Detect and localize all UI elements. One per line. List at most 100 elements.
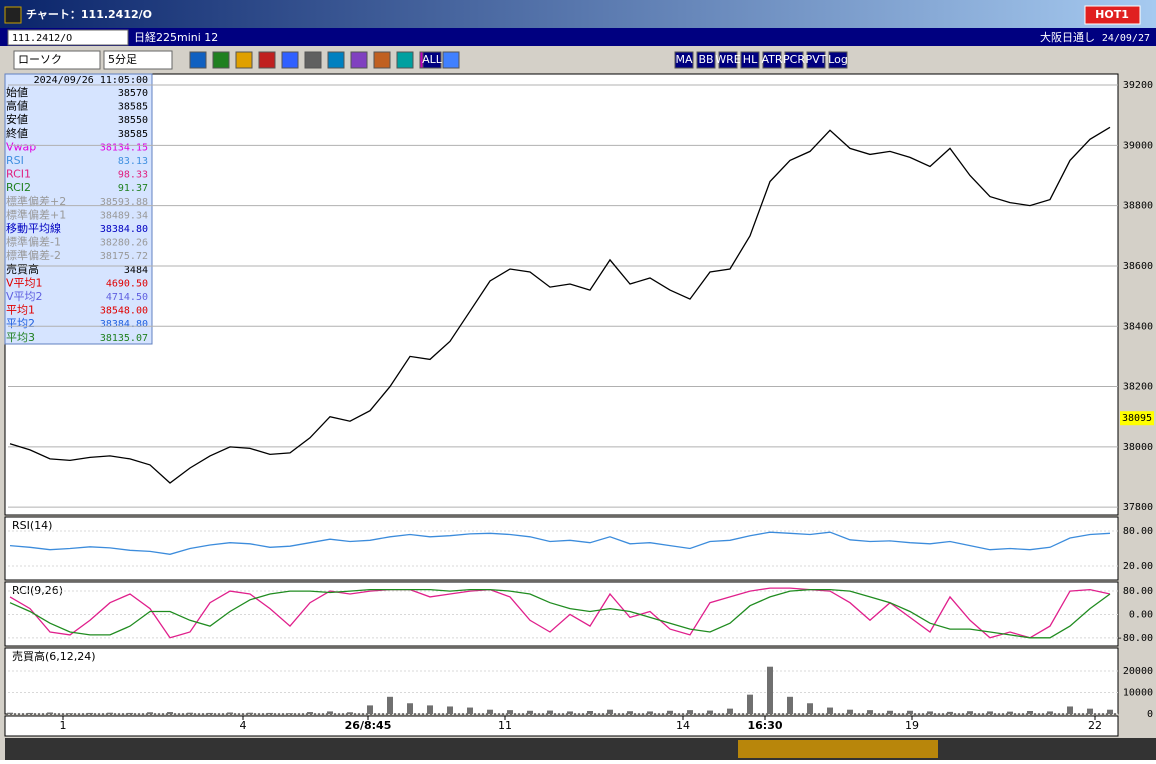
volume-bar	[747, 694, 753, 714]
tool-icon[interactable]	[212, 51, 230, 69]
tool-button[interactable]	[828, 51, 848, 69]
volume-bar	[327, 711, 333, 714]
info-value: 38489.34	[100, 210, 148, 221]
symbol-box[interactable]	[7, 29, 129, 46]
volume-bar	[1067, 706, 1073, 714]
info-value: 3484	[124, 265, 148, 276]
tool-button-label[interactable]: Log	[828, 53, 848, 66]
scroll-bar[interactable]	[5, 738, 1156, 760]
last-price: 38095	[1122, 413, 1152, 424]
x-tick-label: 22	[1088, 719, 1102, 732]
volume-bar	[1007, 711, 1013, 714]
rsi-panel	[4, 516, 1119, 581]
y-tick-label: 39000	[1123, 140, 1153, 151]
volume-bar	[687, 710, 693, 714]
interval-select[interactable]	[103, 50, 173, 70]
app-icon	[4, 6, 22, 24]
x-tick-label: 26/8:45	[345, 719, 392, 732]
volume-bar	[1087, 708, 1093, 714]
y-tick-label: 0	[1147, 709, 1153, 720]
volume-bar	[27, 712, 33, 714]
tool-icon[interactable]	[350, 51, 368, 69]
info-label: 移動平均線	[6, 221, 61, 235]
panel-title: RCI(9,26)	[12, 584, 63, 597]
y-tick-label: 38000	[1123, 442, 1153, 453]
tool-button[interactable]	[740, 51, 760, 69]
info-value: 38585	[118, 102, 148, 113]
info-value: 38585	[118, 129, 148, 140]
y-tick-label: 39200	[1123, 80, 1153, 91]
tool-button[interactable]	[718, 51, 738, 69]
session: 大阪日通し	[1040, 30, 1095, 44]
tool-icon[interactable]	[396, 51, 414, 69]
series-line	[9, 531, 1111, 555]
tool-icon[interactable]	[442, 51, 460, 69]
tool-button[interactable]	[674, 51, 694, 69]
volume-bar	[367, 705, 373, 714]
tool-icon[interactable]	[373, 51, 391, 69]
info-label: Vwap	[6, 140, 36, 153]
tool-button[interactable]	[422, 51, 442, 69]
interval[interactable]: 5分足	[108, 53, 137, 66]
hot-label[interactable]: HOT1	[1095, 8, 1129, 21]
volume-bar	[1107, 709, 1113, 714]
volume-bar	[707, 710, 713, 714]
info-label: 平均2	[6, 317, 35, 330]
info-value: 91.37	[118, 183, 148, 194]
volume-bar	[867, 710, 873, 714]
tool-icon[interactable]	[189, 51, 207, 69]
series-line	[9, 588, 1111, 639]
tool-button-label[interactable]: PCR	[783, 53, 805, 66]
y-tick-label: 80.00	[1123, 586, 1153, 597]
tool-button[interactable]	[784, 51, 804, 69]
info-label: 標準偏差+1	[6, 207, 66, 221]
chart-kind-select[interactable]	[13, 50, 101, 70]
volume-bar	[107, 712, 113, 714]
tool-button[interactable]	[696, 51, 716, 69]
scroll-thumb[interactable]	[738, 740, 938, 758]
tool-button[interactable]	[762, 51, 782, 69]
hot-button[interactable]	[1084, 5, 1141, 25]
info-label: RCI2	[6, 181, 31, 194]
info-value: 38550	[118, 115, 148, 126]
volume-bar	[607, 709, 613, 714]
y-tick-label: 38800	[1123, 201, 1153, 212]
tool-icon[interactable]	[258, 51, 276, 69]
volume-bar	[587, 710, 593, 714]
x-axis-panel	[4, 715, 1119, 737]
y-tick-label: 80.00	[1123, 526, 1153, 537]
info-label: V平均1	[6, 276, 43, 289]
tool-button-label[interactable]: HL	[743, 53, 758, 66]
y-tick-label: 0.00	[1129, 609, 1153, 620]
tool-button-label[interactable]: WRE	[715, 53, 741, 66]
volume-bar	[467, 707, 473, 714]
tool-icon[interactable]	[281, 51, 299, 69]
info-label: RSI	[6, 154, 24, 167]
tool-button-label[interactable]: ALL	[422, 53, 443, 66]
volume-bar	[667, 710, 673, 714]
tool-button-label[interactable]: ATR	[761, 53, 782, 66]
volume-bar	[87, 712, 93, 714]
info-value: 4714.50	[106, 292, 148, 303]
info-label: 標準偏差-1	[6, 235, 61, 249]
tool-button[interactable]	[806, 51, 826, 69]
volume-bar	[807, 703, 813, 714]
volume-bar	[987, 711, 993, 714]
volume-bar	[7, 712, 13, 714]
tool-button-label[interactable]: BB	[698, 53, 713, 66]
chart-kind[interactable]: ローソク	[18, 53, 62, 66]
symbol-code[interactable]: 111.2412/O	[12, 33, 72, 44]
tool-button-label[interactable]: PVT	[806, 53, 827, 66]
volume-bar	[1027, 710, 1033, 714]
window-title: チャート：111.2412/O	[26, 8, 152, 21]
volume-bar	[487, 709, 493, 714]
tool-icon[interactable]	[304, 51, 322, 69]
series-line	[9, 587, 1111, 639]
tool-button-label[interactable]: MA	[675, 53, 692, 66]
tool-icon[interactable]	[327, 51, 345, 69]
volume-bar	[247, 712, 253, 714]
tool-icon[interactable]	[235, 51, 253, 69]
info-label: 平均1	[6, 304, 35, 317]
x-tick-label: 14	[676, 719, 690, 732]
